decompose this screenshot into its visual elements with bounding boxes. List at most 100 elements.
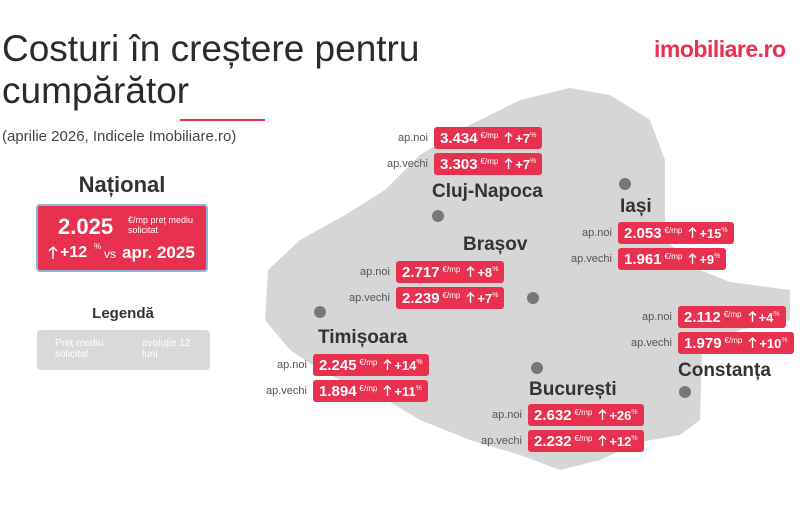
unit: €/mp <box>442 264 461 274</box>
unit: €/mp <box>480 156 499 166</box>
row-label: ap.noi <box>398 132 428 144</box>
price-box: 1.979 €/mp +10% <box>678 332 794 354</box>
title: Costuri în creștere pentru cumpărător <box>2 28 420 111</box>
price: 3.303 <box>440 155 478 173</box>
pct: % <box>530 131 537 139</box>
price-row: ap.noi 3.434 €/mp +7% <box>368 127 543 149</box>
change: +26 <box>609 407 632 423</box>
price-box: 1.961 €/mp +9% <box>618 248 727 270</box>
pct: % <box>530 157 537 165</box>
price-box: 3.303 €/mp +7% <box>434 153 543 175</box>
price-box: 2.717 €/mp +8% <box>396 261 505 283</box>
national-vs: vs <box>104 247 116 261</box>
arrow <box>748 337 757 348</box>
arrow <box>598 409 607 420</box>
arrow <box>504 132 513 143</box>
price-row: ap.vechi 1.979 €/mp +10% <box>612 332 794 354</box>
pct: % <box>492 291 499 299</box>
price-box: 2.232 €/mp +12% <box>528 430 644 452</box>
price: 2.232 <box>534 432 572 450</box>
price-row: ap.vechi 1.894 €/mp +11% <box>247 380 428 402</box>
arrow <box>466 266 475 277</box>
pct: % <box>631 408 638 416</box>
pct: % <box>714 252 721 260</box>
price: 1.894 <box>319 382 357 400</box>
price-box: 2.239 €/mp +7% <box>396 287 505 309</box>
national-pct: % <box>94 242 102 251</box>
price-row: ap.vechi 2.239 €/mp +7% <box>330 287 505 309</box>
pct: % <box>415 384 422 392</box>
price-row: ap.noi 2.245 €/mp +14% <box>247 354 429 376</box>
city-name: Constanța <box>678 360 771 381</box>
price-row: ap.noi 2.053 €/mp +15% <box>552 222 734 244</box>
arrow <box>598 435 607 446</box>
price: 1.961 <box>624 250 662 268</box>
unit: €/mp <box>574 407 593 417</box>
pct: % <box>416 358 423 366</box>
city-name: București <box>529 379 617 400</box>
arrow <box>48 246 58 259</box>
price-box: 1.894 €/mp +11% <box>313 380 428 402</box>
national-title: Național <box>78 172 166 197</box>
arrow <box>466 292 475 303</box>
price-box: 3.434 €/mp +7% <box>434 127 543 149</box>
row-label: ap.vechi <box>387 158 428 170</box>
price: 1.979 <box>684 334 722 352</box>
row-label: ap.noi <box>582 227 612 239</box>
unit: €/mp <box>724 335 743 345</box>
price: 2.717 <box>402 263 440 281</box>
price: 2.112 <box>684 308 721 326</box>
pct: % <box>773 310 780 318</box>
row-label: ap.vechi <box>266 385 307 397</box>
legend-box: Preț mediu solicitat evoluție 12 luni <box>37 330 210 370</box>
row-label: ap.vechi <box>571 253 612 265</box>
price-row: ap.noi 2.112 €/mp +4% <box>612 306 786 328</box>
unit: €/mp <box>664 251 683 261</box>
row-label: ap.vechi <box>481 435 522 447</box>
legend-title: Legendă <box>92 305 154 322</box>
legend-item: Preț mediu solicitat <box>55 338 104 360</box>
row-label: ap.noi <box>492 409 522 421</box>
change: +15 <box>699 225 722 241</box>
price-box: 2.112 €/mp +4% <box>678 306 786 328</box>
city-name: Brașov <box>463 234 528 255</box>
subtitle: (aprilie 2026, Indicele Imobiliare.ro) <box>2 128 237 145</box>
price: 2.239 <box>402 289 440 307</box>
change: +12 <box>609 433 632 449</box>
change: +14 <box>394 357 417 373</box>
legend-item: evoluție 12 luni <box>142 338 191 360</box>
arrow <box>383 385 392 396</box>
change: +9 <box>699 251 715 267</box>
city-dots <box>314 178 691 398</box>
row-label: ap.noi <box>642 311 672 323</box>
change: +11 <box>394 383 416 399</box>
national-box: 2.025 €/mp preț mediu solicitat +12 % vs… <box>36 204 208 272</box>
pct: % <box>492 265 499 273</box>
row-label: ap.noi <box>360 266 390 278</box>
arrow <box>748 311 757 322</box>
unit: €/mp <box>664 225 683 235</box>
logo: imobiliare.ro <box>654 36 786 62</box>
price-row: ap.noi 2.717 €/mp +8% <box>330 261 505 283</box>
national-unit: €/mp preț mediu solicitat <box>128 215 194 235</box>
price: 3.434 <box>440 129 478 147</box>
unit: €/mp <box>574 433 593 443</box>
unit: €/mp <box>359 357 378 367</box>
arrow <box>688 227 697 238</box>
change: +7 <box>515 130 531 146</box>
arrow <box>688 253 697 264</box>
change: +7 <box>477 290 493 306</box>
row-label: ap.vechi <box>631 337 672 349</box>
pct: % <box>721 226 728 234</box>
city-name: Timișoara <box>318 327 408 348</box>
price-box: 2.245 €/mp +14% <box>313 354 429 376</box>
arrow <box>504 158 513 169</box>
unit: €/mp <box>480 130 499 140</box>
city-name: Cluj-Napoca <box>432 181 543 202</box>
price-row: ap.vechi 3.303 €/mp +7% <box>368 153 543 175</box>
price-row: ap.vechi 1.961 €/mp +9% <box>552 248 727 270</box>
price: 2.632 <box>534 406 572 424</box>
unit: €/mp <box>723 309 742 319</box>
change: +10 <box>759 335 782 351</box>
